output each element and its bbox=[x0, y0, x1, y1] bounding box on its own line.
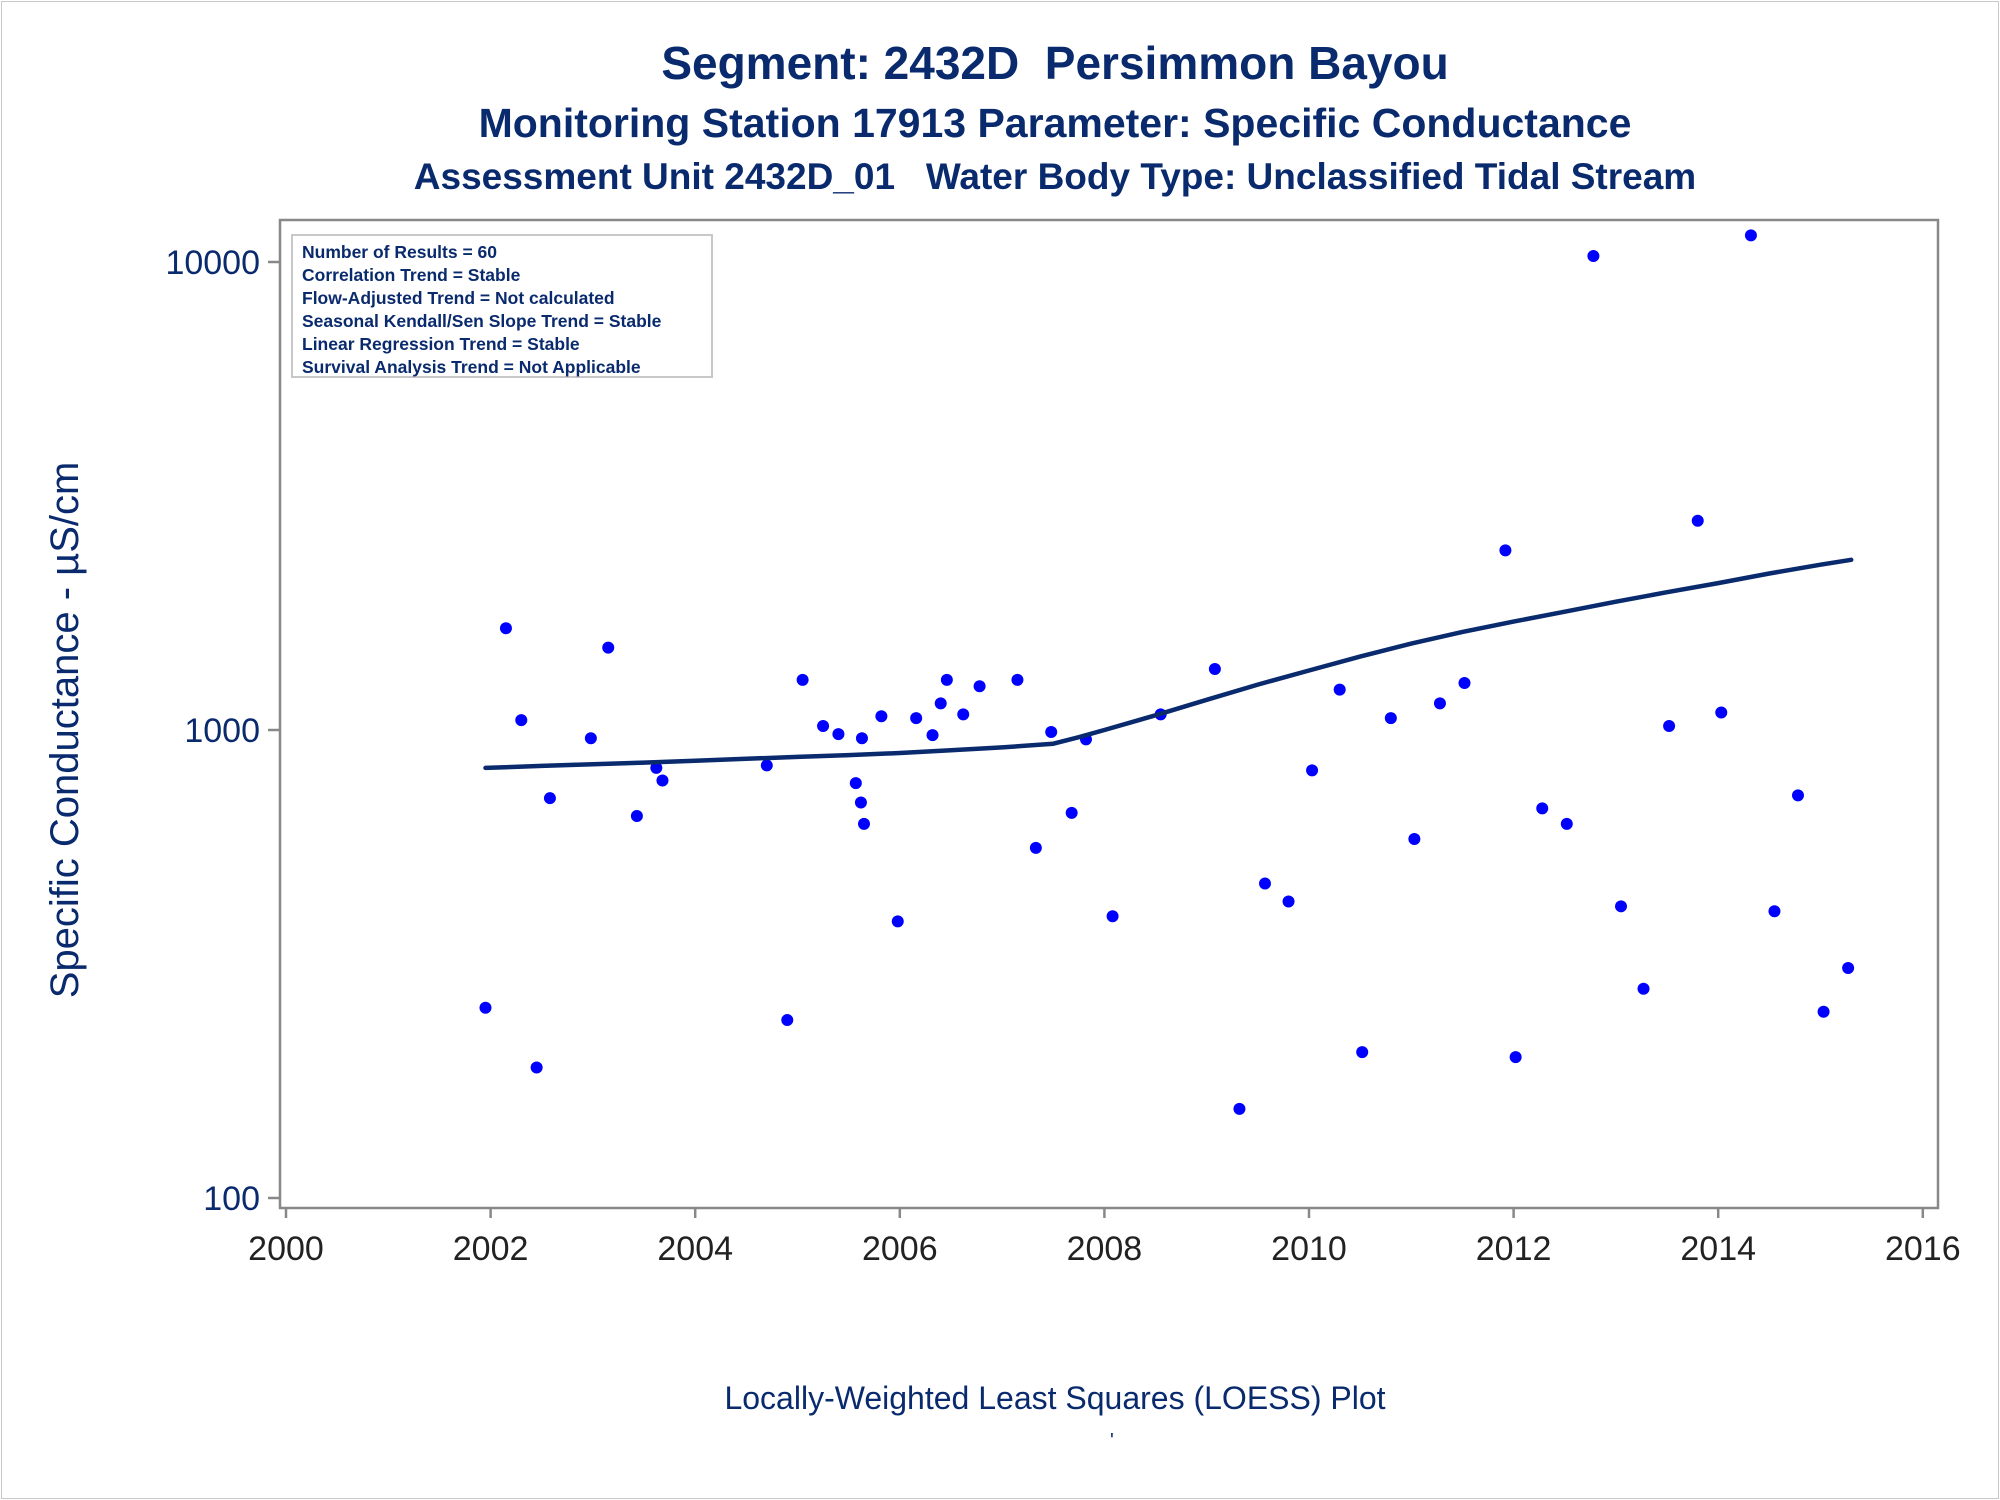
x-tick-label: 2002 bbox=[453, 1230, 529, 1268]
data-point bbox=[1045, 726, 1058, 739]
data-point bbox=[656, 774, 669, 787]
x-tick-label: 2004 bbox=[657, 1230, 733, 1268]
x-tick-label: 2006 bbox=[862, 1230, 938, 1268]
data-point bbox=[1663, 719, 1676, 732]
x-tick-label: 2000 bbox=[248, 1230, 324, 1268]
data-point bbox=[1282, 895, 1295, 908]
x-tick-label: 2014 bbox=[1680, 1230, 1756, 1268]
y-tick-label: 10000 bbox=[165, 244, 260, 282]
data-point bbox=[1356, 1046, 1369, 1059]
data-point bbox=[1259, 877, 1272, 890]
stats-box bbox=[291, 234, 713, 378]
data-point bbox=[781, 1014, 794, 1027]
data-point bbox=[1560, 817, 1573, 830]
data-point bbox=[910, 712, 923, 725]
data-point bbox=[957, 708, 970, 721]
loess-line bbox=[483, 557, 1854, 771]
data-point bbox=[1011, 673, 1024, 686]
y-axis-label: Specific Conductance - µS/cm bbox=[43, 462, 87, 999]
data-point bbox=[543, 792, 556, 805]
footnote: Locally-Weighted Least Squares (LOESS) P… bbox=[724, 1380, 1386, 1416]
data-point bbox=[1458, 677, 1471, 690]
data-point bbox=[934, 697, 947, 710]
data-point bbox=[1691, 514, 1704, 527]
stats-line: Flow-Adjusted Trend = Not calculated bbox=[302, 288, 615, 308]
data-point bbox=[650, 761, 663, 774]
data-point bbox=[940, 673, 953, 686]
data-point bbox=[849, 777, 862, 790]
data-point bbox=[832, 728, 845, 741]
data-point bbox=[1791, 789, 1804, 802]
stats-line: Correlation Trend = Stable bbox=[302, 265, 521, 285]
data-point bbox=[1306, 764, 1319, 777]
data-point bbox=[1817, 1005, 1830, 1018]
data-point bbox=[1615, 900, 1628, 913]
data-point bbox=[1842, 962, 1855, 975]
data-point bbox=[479, 1001, 492, 1014]
data-point bbox=[854, 796, 867, 809]
x-tick-label: 2012 bbox=[1476, 1230, 1552, 1268]
x-tick-label: 2010 bbox=[1271, 1230, 1347, 1268]
data-point bbox=[1587, 249, 1600, 262]
y-tick-label: 1000 bbox=[184, 712, 260, 750]
data-point bbox=[1499, 544, 1512, 557]
data-point bbox=[1333, 683, 1346, 696]
stats-line: Linear Regression Trend = Stable bbox=[302, 334, 580, 354]
chart-subtitle-2: Assessment Unit 2432D_01 Water Body Type… bbox=[413, 156, 1697, 197]
chart-title: Segment: 2432D Persimmon Bayou bbox=[661, 37, 1449, 89]
data-point bbox=[926, 729, 939, 742]
data-point bbox=[1106, 910, 1119, 923]
data-point bbox=[1233, 1102, 1246, 1115]
chart-subtitle: Monitoring Station 17913 Parameter: Spec… bbox=[478, 100, 1632, 146]
data-point bbox=[499, 622, 512, 635]
x-tick-label: 2016 bbox=[1885, 1230, 1961, 1268]
data-point bbox=[796, 673, 809, 686]
data-point bbox=[1065, 806, 1078, 819]
data-point bbox=[760, 759, 773, 772]
data-point bbox=[1768, 905, 1781, 918]
data-point bbox=[1744, 229, 1757, 242]
plot-area-border bbox=[278, 218, 1940, 1210]
data-point bbox=[1029, 841, 1042, 854]
data-point bbox=[530, 1061, 543, 1074]
data-point bbox=[584, 732, 597, 745]
data-point bbox=[855, 732, 868, 745]
data-point bbox=[602, 641, 615, 654]
data-point bbox=[630, 809, 643, 822]
data-point bbox=[1208, 663, 1221, 676]
footnote-mark: ' bbox=[1110, 1430, 1114, 1452]
stats-line: Number of Results = 60 bbox=[302, 242, 497, 262]
data-point bbox=[1715, 706, 1728, 719]
stats-line: Survival Analysis Trend = Not Applicable bbox=[302, 357, 641, 377]
data-point bbox=[1536, 802, 1549, 815]
data-point bbox=[1637, 982, 1650, 995]
data-point bbox=[817, 719, 830, 732]
y-tick-label: 100 bbox=[203, 1180, 260, 1218]
data-point bbox=[515, 714, 528, 727]
data-point bbox=[1408, 832, 1421, 845]
data-point bbox=[857, 817, 870, 830]
x-tick-label: 2008 bbox=[1067, 1230, 1143, 1268]
data-point bbox=[973, 680, 986, 693]
data-point bbox=[1509, 1051, 1522, 1064]
data-point bbox=[875, 710, 888, 723]
stats-line: Seasonal Kendall/Sen Slope Trend = Stabl… bbox=[302, 311, 662, 331]
data-point bbox=[1384, 712, 1397, 725]
data-point bbox=[891, 915, 904, 928]
data-point bbox=[1433, 697, 1446, 710]
